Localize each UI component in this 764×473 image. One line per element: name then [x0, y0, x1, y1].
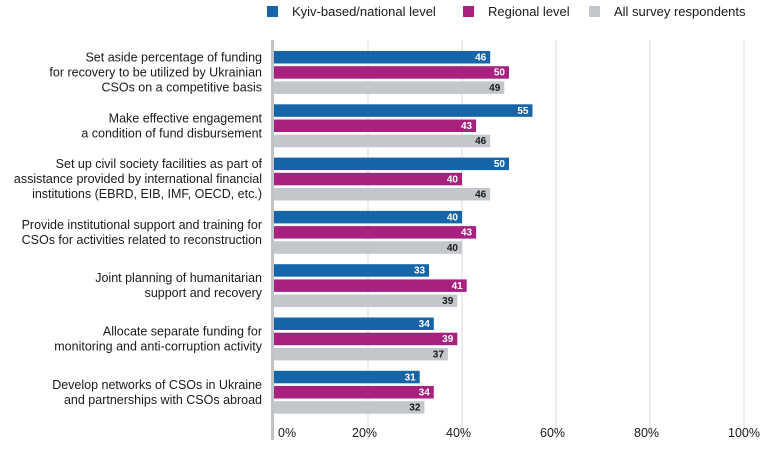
bar: [274, 104, 533, 117]
legend-label: Regional level: [488, 4, 570, 19]
bar: [274, 157, 509, 171]
category-label: Joint planning of humanitarian: [95, 271, 262, 285]
bar: [274, 66, 509, 79]
legend-swatch: [267, 6, 278, 17]
category-label: support and recovery: [145, 286, 263, 300]
bar: [274, 119, 477, 132]
category-label: CSOs for activities related to reconstru…: [22, 233, 262, 247]
category-label: Set up civil society facilities as part …: [56, 157, 263, 171]
data-label: 40: [447, 243, 459, 254]
bar: [274, 226, 477, 239]
category-label: Provide institutional support and traini…: [22, 218, 262, 232]
bar: [274, 317, 434, 330]
data-label: 37: [433, 349, 445, 360]
bar: [274, 370, 420, 384]
category-label: and partnerships with CSOs abroad: [64, 393, 262, 407]
bar: [274, 51, 491, 64]
data-label: 43: [461, 121, 473, 132]
legend-label: Kyiv-based/national level: [292, 4, 436, 19]
data-label: 40: [447, 212, 459, 223]
bar: [274, 294, 458, 308]
data-label: 33: [414, 266, 426, 277]
data-label: 46: [475, 53, 487, 64]
bar: [274, 188, 491, 201]
data-label: 50: [494, 68, 506, 79]
category-label: Develop networks of CSOs in Ukraine: [52, 378, 262, 392]
legend-label: All survey respondents: [614, 4, 746, 19]
bar: [274, 401, 425, 414]
data-label: 34: [419, 319, 431, 330]
bar: [274, 241, 462, 254]
y-axis-line: [271, 40, 274, 440]
data-label: 50: [494, 159, 506, 170]
bar: [274, 134, 491, 148]
bar: [274, 386, 434, 399]
bar: [274, 81, 505, 94]
bar: [274, 347, 448, 361]
category-label: monitoring and anti-corruption activity: [54, 339, 262, 353]
data-label: 40: [447, 174, 459, 185]
category-label: for recovery to be utilized by Ukrainian: [49, 65, 262, 79]
x-tick-label: 0%: [278, 426, 296, 440]
category-label: Make effective engagement: [109, 111, 263, 125]
category-label: assistance provided by international fin…: [14, 172, 262, 186]
data-label: 34: [419, 388, 431, 399]
data-label: 39: [442, 296, 454, 307]
category-label: institutions (EBRD, EIB, IMF, OECD, etc.…: [32, 187, 262, 201]
data-label: 55: [517, 106, 529, 117]
bar: [274, 264, 430, 277]
x-tick-label: 40%: [446, 426, 471, 440]
x-tick-label: 20%: [352, 426, 377, 440]
data-label: 39: [442, 334, 454, 345]
data-label: 41: [452, 281, 464, 292]
bar: [274, 279, 467, 292]
data-label: 46: [475, 136, 487, 147]
bar: [274, 332, 458, 346]
data-label: 32: [409, 403, 421, 414]
bar: [274, 172, 462, 186]
category-label: Allocate separate funding for: [103, 324, 262, 338]
category-label: Set aside percentage of funding: [85, 50, 262, 64]
category-label: CSOs on a competitive basis: [102, 80, 263, 94]
data-label: 46: [475, 190, 487, 201]
legend-swatch: [463, 6, 474, 17]
data-label: 49: [489, 83, 501, 94]
legend-swatch: [589, 6, 600, 17]
category-label: a condition of fund disbursement: [81, 126, 262, 140]
data-label: 31: [405, 372, 417, 383]
x-tick-label: 100%: [728, 426, 760, 440]
bar: [274, 210, 462, 224]
data-label: 43: [461, 228, 473, 239]
x-tick-label: 80%: [634, 426, 659, 440]
x-tick-label: 60%: [540, 426, 565, 440]
